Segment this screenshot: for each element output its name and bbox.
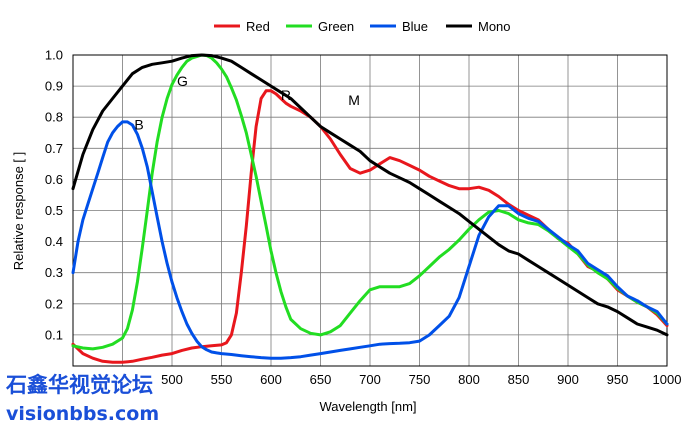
y-tick-label-0.2: 0.2 <box>45 296 63 311</box>
y-axis-ticks: 0.1 0.2 0.3 0.4 0.5 0.6 0.7 0.8 0.9 1.0 <box>45 48 63 343</box>
x-axis-ticks: 500 550 600 650 700 750 800 850 900 950 1000 <box>161 372 681 387</box>
annotation-b: B <box>134 117 143 133</box>
y-tick-label-0.9: 0.9 <box>45 79 63 94</box>
legend: Red Green Blue Mono <box>214 19 511 34</box>
x-tick-label-750: 750 <box>409 372 431 387</box>
series-line-green <box>71 53 669 351</box>
annotation-r: R <box>281 87 291 103</box>
legend-label-blue: Blue <box>402 19 428 34</box>
y-tick-label-0.7: 0.7 <box>45 141 63 156</box>
legend-label-red: Red <box>246 19 270 34</box>
legend-label-mono: Mono <box>478 19 511 34</box>
x-tick-label-1000: 1000 <box>653 372 682 387</box>
x-tick-label-650: 650 <box>310 372 332 387</box>
x-tick-label-700: 700 <box>359 372 381 387</box>
series-line-blue <box>71 120 669 360</box>
annotation-m: M <box>348 92 360 108</box>
watermark-line-2: visionbbs.com <box>6 403 159 425</box>
y-tick-label-0.1: 0.1 <box>45 327 63 342</box>
y-tick-label-1: 1.0 <box>45 48 63 63</box>
annotations: R G B M <box>134 73 360 133</box>
legend-label-green: Green <box>318 19 354 34</box>
plot-frame <box>72 54 668 367</box>
y-tick-label-0.8: 0.8 <box>45 110 63 125</box>
y-tick-label-0.5: 0.5 <box>45 203 63 218</box>
annotation-g: G <box>177 73 188 89</box>
x-axis-title: Wavelength [nm] <box>319 399 416 414</box>
y-axis-title: Relative response [ ] <box>11 152 26 271</box>
x-tick-label-550: 550 <box>211 372 233 387</box>
series-layer <box>71 53 669 364</box>
x-tick-label-850: 850 <box>508 372 530 387</box>
y-tick-label-0.6: 0.6 <box>45 172 63 187</box>
y-tick-label-0.4: 0.4 <box>45 234 63 249</box>
watermark-line-1: 石鑫华视觉论坛 <box>5 373 153 397</box>
series-line-mono <box>71 53 669 337</box>
watermark: 石鑫华视觉论坛 visionbbs.com <box>5 373 159 425</box>
x-tick-label-500: 500 <box>161 372 183 387</box>
chart-grid <box>73 55 667 366</box>
x-tick-label-600: 600 <box>260 372 282 387</box>
x-tick-label-800: 800 <box>458 372 480 387</box>
x-tick-label-900: 900 <box>557 372 579 387</box>
x-tick-label-950: 950 <box>607 372 629 387</box>
y-tick-label-0.3: 0.3 <box>45 265 63 280</box>
